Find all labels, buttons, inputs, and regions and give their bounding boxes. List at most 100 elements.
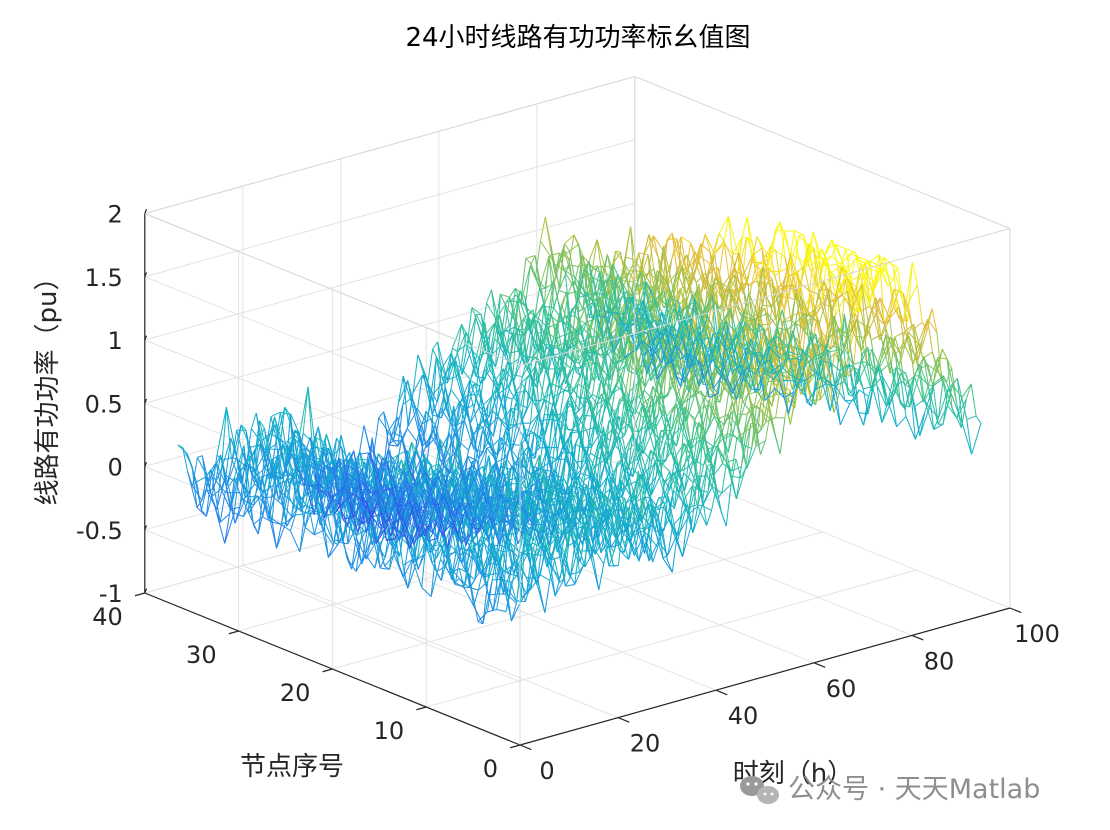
mesh-line [534,432,540,449]
mesh-line [550,538,557,567]
mesh-line [257,495,264,517]
mesh-line [956,397,963,419]
mesh-line [966,419,973,455]
mesh-line [633,430,639,433]
mesh-line [408,534,419,570]
mesh-line [449,567,461,580]
mesh-line [539,217,546,242]
mesh-line [544,580,551,613]
mesh-line [671,238,678,260]
mesh-line [685,376,692,411]
mesh-line [501,578,512,583]
mesh-line [664,471,670,484]
mesh-line [370,527,381,569]
mesh-line [864,260,870,264]
mesh-line [400,515,411,541]
mesh-line [717,446,724,464]
mesh-line [488,383,495,417]
mesh-line [201,474,212,501]
mesh-line [225,407,237,452]
mesh-line [663,481,670,530]
mesh-line [774,271,781,277]
mesh-line [524,265,531,307]
mesh-line [377,453,384,464]
mesh-line [280,480,292,525]
mesh-line [489,563,499,566]
mesh-line [833,394,840,413]
mesh-line [554,578,565,597]
mesh-line [520,526,527,602]
mesh-line [609,305,615,311]
mesh-line [226,458,237,487]
mesh-line [588,349,595,390]
mesh-line [718,423,725,429]
mesh-line [685,376,692,398]
mesh-line [436,566,447,572]
mesh-line [468,383,475,390]
mesh-line [611,314,618,381]
mesh-line [658,246,665,296]
mesh-line [201,475,208,501]
mesh-line [319,502,331,526]
mesh-line [628,279,635,327]
mesh-line [435,357,442,385]
mesh-line [502,565,513,573]
mesh-line [540,369,547,401]
mesh-line [965,383,972,400]
mesh-line [430,559,441,597]
mesh-line [856,318,863,362]
mesh-line [197,455,203,458]
mesh-line [216,407,227,455]
mesh-line [569,541,576,578]
mesh-line [449,431,456,474]
mesh-line [466,307,473,348]
mesh-line [837,298,844,335]
mesh-line [248,512,259,535]
mesh-line [437,541,448,559]
mesh-line [211,468,222,491]
mesh-line [259,420,265,429]
mesh-line [564,243,570,252]
mesh-line [727,410,734,453]
mesh-line [403,533,415,563]
mesh-line [512,553,523,565]
mesh-line [860,310,867,338]
mesh-line [468,586,479,591]
mesh-line [454,578,460,583]
mesh-line [682,518,688,557]
mesh-line [319,504,330,514]
mesh-line [736,437,742,441]
mesh-line [561,447,568,454]
mesh-line [258,487,269,520]
mesh-line [302,386,309,434]
mesh-line [365,541,377,560]
mesh-line [469,403,476,424]
mesh-line [828,376,835,413]
mesh-line [532,332,538,358]
mesh-line [675,236,682,309]
mesh-line [694,439,701,466]
mesh-line [825,273,832,349]
mesh-line [192,457,198,487]
mesh-line [866,362,873,391]
mesh-line [412,535,423,542]
mesh-line [262,516,273,523]
mesh-line [721,462,728,494]
mesh-line [322,518,329,558]
mesh-line [682,522,693,557]
mesh-line [584,308,591,347]
mesh-line [770,292,777,321]
mesh-line [220,454,231,493]
mesh-line [894,336,901,354]
mesh-line [726,401,733,434]
mesh-line [496,420,503,455]
mesh-line [723,240,730,278]
mesh-line [401,472,408,510]
grid-line [144,202,635,341]
mesh-line [276,524,282,549]
mesh-line [427,540,439,553]
mesh-line [291,474,298,517]
mesh-line [492,395,499,417]
mesh-line [938,375,944,418]
